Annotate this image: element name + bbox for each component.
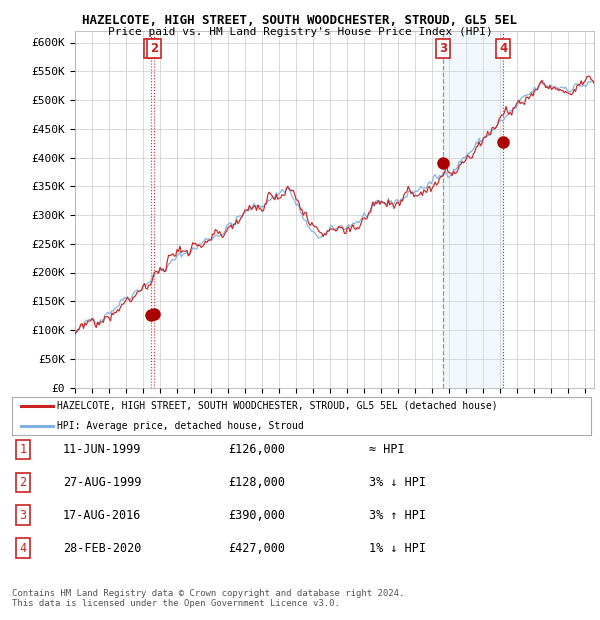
Text: 1% ↓ HPI: 1% ↓ HPI (369, 542, 426, 554)
Text: ≈ HPI: ≈ HPI (369, 443, 404, 456)
Text: 3: 3 (439, 42, 447, 55)
Text: 1: 1 (146, 42, 155, 55)
Text: 2: 2 (150, 42, 158, 55)
Bar (443, 31, 503, 388)
Text: 11-JUN-1999: 11-JUN-1999 (63, 443, 142, 456)
Text: £128,000: £128,000 (228, 476, 285, 489)
Text: £126,000: £126,000 (228, 443, 285, 456)
Text: 3: 3 (19, 509, 26, 521)
Text: Price paid vs. HM Land Registry's House Price Index (HPI): Price paid vs. HM Land Registry's House … (107, 27, 493, 37)
Text: HAZELCOTE, HIGH STREET, SOUTH WOODCHESTER, STROUD, GL5 5EL (detached house): HAZELCOTE, HIGH STREET, SOUTH WOODCHESTE… (57, 401, 498, 410)
Text: 28-FEB-2020: 28-FEB-2020 (63, 542, 142, 554)
Text: 4: 4 (19, 542, 26, 554)
Text: 27-AUG-1999: 27-AUG-1999 (63, 476, 142, 489)
Text: 4: 4 (499, 42, 507, 55)
Text: HAZELCOTE, HIGH STREET, SOUTH WOODCHESTER, STROUD, GL5 5EL: HAZELCOTE, HIGH STREET, SOUTH WOODCHESTE… (83, 14, 517, 27)
Text: £390,000: £390,000 (228, 509, 285, 521)
Text: 2: 2 (19, 476, 26, 489)
Text: 1: 1 (19, 443, 26, 456)
Text: 3% ↑ HPI: 3% ↑ HPI (369, 509, 426, 521)
Text: Contains HM Land Registry data © Crown copyright and database right 2024.
This d: Contains HM Land Registry data © Crown c… (12, 589, 404, 608)
Text: £427,000: £427,000 (228, 542, 285, 554)
Text: 17-AUG-2016: 17-AUG-2016 (63, 509, 142, 521)
Text: HPI: Average price, detached house, Stroud: HPI: Average price, detached house, Stro… (57, 420, 304, 431)
Text: 3% ↓ HPI: 3% ↓ HPI (369, 476, 426, 489)
